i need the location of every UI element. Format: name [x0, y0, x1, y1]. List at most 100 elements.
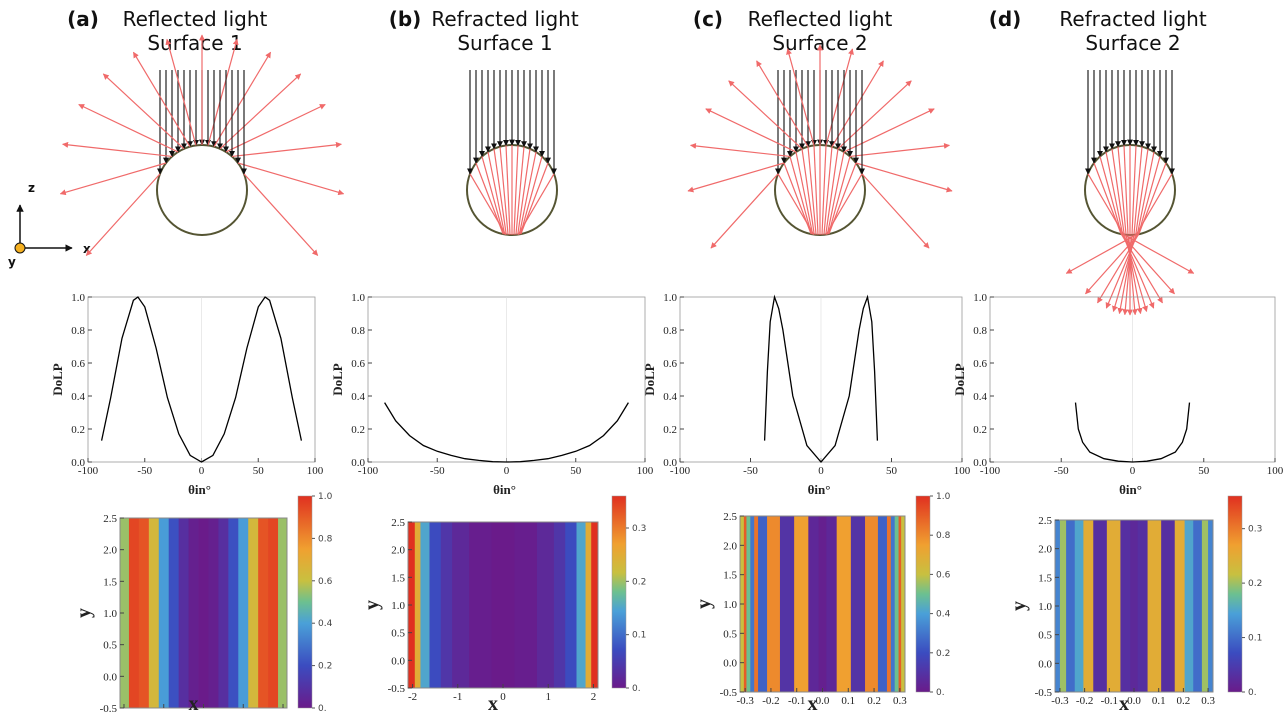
x-tick-label: 0.3	[893, 695, 907, 707]
y-tick-label: 0.0	[1038, 658, 1052, 670]
x-tick-label: -50	[430, 465, 445, 477]
exit-ray	[1123, 234, 1195, 274]
x-tick-label: 50	[1198, 465, 1210, 477]
x-tick-label: 0.0	[816, 695, 830, 707]
heat-stripe	[836, 516, 852, 692]
x-axis-label: x	[488, 693, 498, 712]
heat-stripe	[1161, 520, 1176, 692]
heat-stripe	[779, 516, 795, 692]
y-tick-label: 1.0	[391, 600, 405, 612]
heat-stripe	[228, 518, 239, 708]
refracted-ray	[1135, 148, 1149, 235]
y-tick-label: 1.5	[103, 576, 117, 588]
y-tick-label: 0.0	[723, 658, 737, 670]
reflected-ray	[728, 80, 803, 150]
y-tick-label: 0.2	[71, 424, 85, 436]
heat-stripe	[1106, 520, 1121, 692]
y-tick-label: 2.5	[723, 511, 737, 523]
y-tick-label: 0.4	[973, 391, 987, 403]
heat-stripe	[238, 518, 249, 708]
refracted-ray	[813, 145, 819, 235]
heat-stripe	[754, 516, 759, 692]
panel-label: (c)	[693, 7, 723, 31]
reflected-ray	[62, 141, 173, 158]
y-axis-label: DoLP	[952, 363, 967, 396]
x-tick-label: 0	[818, 465, 824, 477]
y-tick-label: 1.0	[973, 292, 987, 304]
reflected-ray	[231, 141, 342, 158]
colorbar	[1227, 495, 1243, 693]
reflected-ray	[855, 162, 953, 193]
refracted-ray	[826, 151, 845, 235]
y-axis-label: y	[361, 600, 383, 610]
y-tick-label: 1.0	[663, 292, 677, 304]
panel-title: Reflected light	[123, 7, 268, 31]
x-tick-label: -50	[1054, 465, 1069, 477]
y-tick-label: 0.5	[723, 628, 737, 640]
x-tick-label: 50	[570, 465, 582, 477]
refracted-ray	[505, 145, 511, 235]
y-tick-label: 0.0	[973, 457, 987, 469]
reflected-ray	[237, 162, 345, 196]
axis-icon-y: y	[8, 255, 16, 269]
y-tick-label: 2.0	[391, 545, 405, 557]
reflected-ray	[831, 60, 884, 147]
reflected-ray	[786, 48, 815, 146]
colorbar-tick-label: 0.	[318, 704, 327, 712]
x-tick-label: 0.3	[1201, 695, 1215, 707]
sphere	[156, 144, 248, 236]
y-axis-label: DoLP	[330, 363, 345, 396]
refracted-ray	[783, 162, 812, 235]
heat-stripe	[1184, 520, 1194, 692]
refracted-ray	[1105, 151, 1124, 235]
colorbar	[915, 495, 931, 693]
refracted-ray	[825, 148, 839, 235]
heat-stripe	[901, 516, 906, 692]
colorbar-tick-label: 0.8	[318, 534, 333, 544]
heat-stripe	[898, 516, 902, 692]
ray-diagram	[687, 44, 953, 249]
y-tick-label: 1.0	[723, 599, 737, 611]
panel-label: (d)	[989, 7, 1022, 31]
reflected-ray	[213, 51, 272, 147]
heat-stripe	[514, 522, 538, 688]
ray-diagram	[466, 70, 558, 236]
refracted-ray	[1137, 156, 1161, 235]
heat-stripe	[1074, 520, 1084, 692]
y-tick-label: 0.0	[351, 457, 365, 469]
exit-ray	[1105, 234, 1138, 309]
y-tick-label: 0.5	[103, 640, 117, 652]
heat-stripe	[168, 518, 180, 708]
colorbar	[297, 495, 313, 709]
colorbar-tick-label: 0.8	[936, 531, 951, 541]
x-tick-label: -100	[78, 465, 99, 477]
dolp-curve	[1074, 402, 1191, 463]
y-tick-label: -0.5	[1035, 687, 1053, 699]
x-tick-label: 0.2	[1177, 695, 1191, 707]
heat-stripe	[850, 516, 866, 692]
x-axis-label: θin°	[493, 482, 516, 497]
x-tick-label: 0	[199, 465, 205, 477]
reflected-ray	[102, 73, 185, 150]
y-axis-label: y	[1008, 601, 1030, 611]
reflected-ray	[687, 162, 785, 193]
y-tick-label: -0.5	[720, 687, 738, 699]
heat-stripe	[1130, 520, 1139, 692]
refracted-ray	[493, 148, 507, 235]
colorbar-tick-label: 0.	[1248, 688, 1257, 698]
colorbar-tick-label: 0.3	[632, 524, 646, 534]
x-tick-label: 50	[886, 465, 898, 477]
dolp-curve	[763, 294, 879, 464]
y-axis-label: y	[73, 608, 95, 618]
refracted-ray	[481, 156, 505, 235]
axis-icon-z: z	[28, 181, 35, 195]
colorbar-tick-label: 0.2	[1248, 579, 1262, 589]
y-tick-label: 2.5	[1038, 515, 1052, 527]
colorbar-tick-label: 0.2	[632, 577, 646, 587]
heat-stripe	[1193, 520, 1203, 692]
reflected-ray	[225, 103, 326, 153]
x-tick-label: 50	[253, 465, 265, 477]
x-tick-label: -0.3	[736, 695, 754, 707]
